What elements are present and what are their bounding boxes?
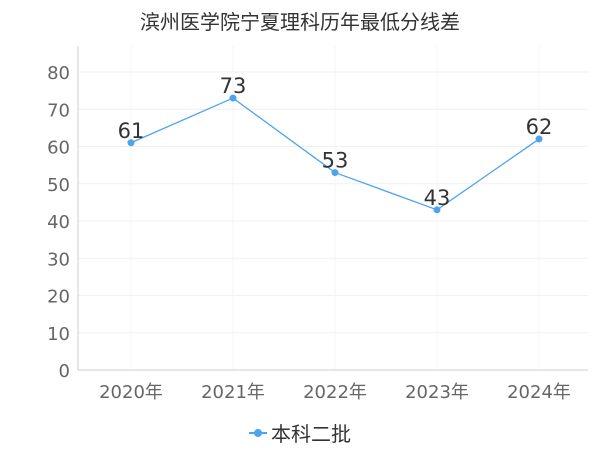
- data-point: [127, 139, 135, 147]
- y-tick-label: 70: [47, 100, 70, 121]
- x-tick-label: 2022年: [303, 382, 367, 403]
- data-point: [535, 135, 543, 143]
- data-label: 62: [526, 115, 553, 139]
- axis-layer: 0 10 20 30 40 50 60 70 80 2020年 2021年 2022年 2023年 202…: [47, 46, 588, 403]
- data-label: 43: [424, 186, 451, 210]
- y-tick-label: 80: [47, 63, 70, 84]
- y-tick-label: 60: [47, 138, 70, 159]
- data-label: 73: [220, 74, 247, 98]
- y-tick-label: 0: [59, 361, 70, 382]
- data-label: 61: [118, 119, 145, 143]
- legend: 本科二批: [0, 418, 600, 447]
- data-label-layer: 61 73 53 43 62: [118, 74, 553, 210]
- data-point: [229, 94, 237, 102]
- legend-label: 本科二批: [271, 422, 351, 446]
- y-tick-label: 30: [47, 249, 70, 270]
- data-label: 53: [322, 149, 349, 173]
- x-tick-label: 2023年: [405, 382, 469, 403]
- series-layer: [127, 94, 543, 214]
- x-tick-label: 2020年: [99, 382, 163, 403]
- legend-item-series-1[interactable]: 本科二批: [249, 418, 351, 447]
- data-point: [433, 206, 441, 214]
- y-tick-label: 20: [47, 287, 70, 308]
- y-tick-label: 50: [47, 175, 70, 196]
- chart-title: 滨州医学院宁夏理科历年最低分线差: [140, 10, 460, 34]
- y-tick-label: 10: [47, 324, 70, 345]
- x-tick-label: 2024年: [507, 382, 571, 403]
- data-point: [331, 169, 339, 177]
- legend-marker-icon: [249, 425, 267, 441]
- grid-layer: [78, 46, 588, 370]
- x-tick-label: 2021年: [201, 382, 265, 403]
- y-tick-label: 40: [47, 212, 70, 233]
